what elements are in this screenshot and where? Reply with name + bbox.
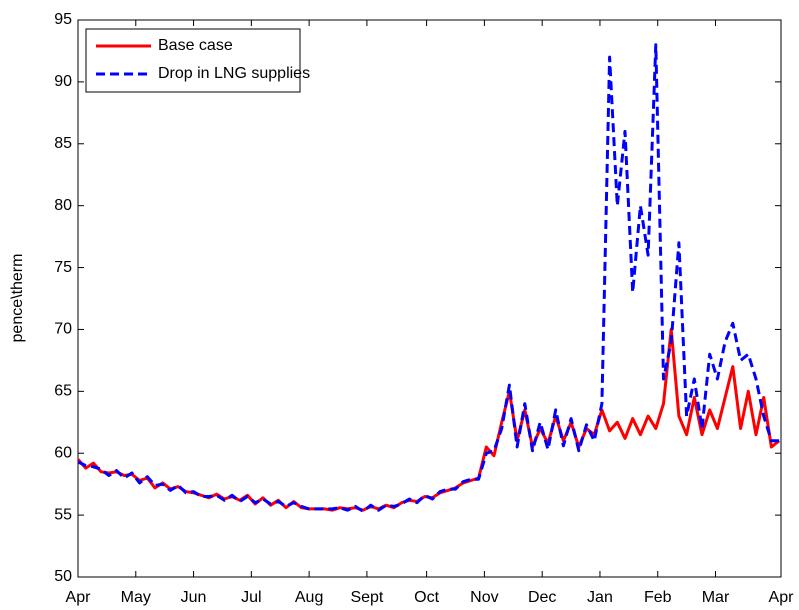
legend-label: Drop in LNG supplies bbox=[158, 65, 310, 82]
x-tick-label: Aug bbox=[295, 589, 323, 606]
plot-area bbox=[77, 19, 782, 578]
data-line bbox=[77, 43, 780, 513]
y-tick-label: 60 bbox=[54, 444, 72, 461]
x-tick-label: Jun bbox=[181, 589, 207, 606]
y-tick-label: 90 bbox=[54, 73, 72, 90]
y-tick-label: 70 bbox=[54, 321, 72, 338]
x-tick-label: May bbox=[121, 589, 151, 606]
y-tick-label: 85 bbox=[54, 135, 72, 152]
x-tick-label: Apr bbox=[66, 589, 92, 606]
x-tick-label: Dec bbox=[528, 589, 556, 606]
legend-box bbox=[85, 28, 301, 93]
legend-label: Base case bbox=[158, 37, 233, 54]
y-tick-label: 95 bbox=[54, 11, 72, 28]
y-tick-label: 50 bbox=[54, 568, 72, 585]
y-tick-label: 80 bbox=[54, 197, 72, 214]
x-tick-label: Jul bbox=[241, 589, 261, 606]
y-tick-label: 75 bbox=[54, 259, 72, 276]
x-tick-label: Feb bbox=[644, 589, 672, 606]
x-tick-label: Mar bbox=[702, 589, 730, 606]
x-tick-label: Jan bbox=[587, 589, 613, 606]
x-tick-label: Sept bbox=[350, 589, 383, 606]
legend: Base case Drop in LNG supplies bbox=[85, 28, 310, 93]
x-tick-label: Apr bbox=[769, 589, 795, 606]
x-tick-label: Nov bbox=[470, 589, 498, 606]
x-tick-label: Oct bbox=[414, 589, 439, 606]
y-tick-label: 65 bbox=[54, 383, 72, 400]
y-tick-label: 55 bbox=[54, 506, 72, 523]
y-axis-label: pence\therm bbox=[9, 254, 26, 343]
